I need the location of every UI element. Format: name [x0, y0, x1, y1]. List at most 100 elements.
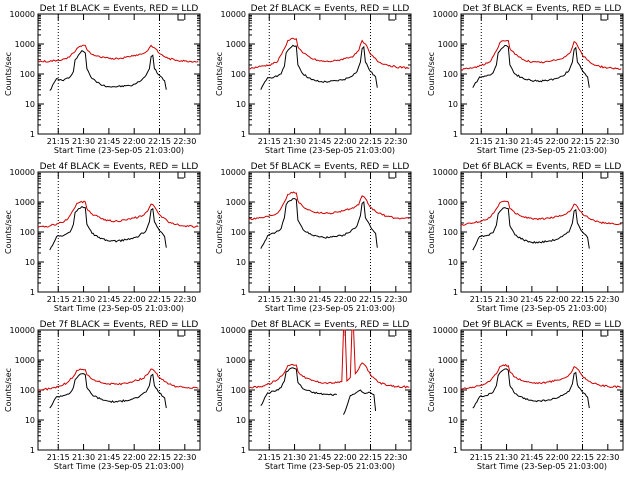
x-tick-label: 22:15 [148, 453, 171, 462]
x-tick-label: 21:30 [495, 137, 518, 146]
y-tick-label: 1 [30, 130, 35, 139]
panel-1: Det 1f BLACK = Events, RED = LLD 1 10 100 10… [4, 4, 201, 155]
x-tick-label: 21:30 [72, 453, 95, 462]
corner-marker [388, 172, 395, 179]
y-tick-label: 100 [231, 70, 246, 79]
y-axis-label: Counts/sec [427, 368, 436, 412]
y-tick-label: 10000 [433, 168, 458, 177]
panel-title: Det 7f BLACK = Events, RED = LLD [40, 320, 199, 330]
y-tick-label: 1 [30, 288, 35, 297]
panel-9: Det 9f BLACK = Events, RED = LLD 1 10 100 10… [427, 320, 624, 471]
panel-7: Det 7f BLACK = Events, RED = LLD 1 10 100 10… [4, 320, 201, 471]
x-tick-label: 22:00 [546, 137, 569, 146]
y-tick-label: 1 [453, 130, 458, 139]
x-tick-label: 22:30 [596, 137, 619, 146]
x-tick-label: 21:30 [283, 295, 306, 304]
plot-frame [248, 329, 412, 451]
plot-frame [248, 13, 412, 135]
x-tick-label: 21:45 [97, 295, 120, 304]
x-tick-label: 22:15 [571, 453, 594, 462]
y-tick-label: 100 [231, 386, 246, 395]
y-tick-label: 10 [448, 416, 458, 425]
x-tick-label: 22:30 [173, 453, 196, 462]
series-red-line [37, 200, 199, 229]
series-red-line [460, 200, 622, 226]
y-tick-label: 1000 [226, 356, 246, 365]
corner-marker [177, 172, 184, 179]
panel-title: Det 8f BLACK = Events, RED = LLD [251, 320, 410, 330]
x-tick-label: 22:00 [123, 295, 146, 304]
series-black-line [49, 205, 167, 251]
y-tick-label: 1000 [15, 40, 35, 49]
x-tick-label: 22:00 [546, 295, 569, 304]
y-axis-label: Counts/sec [4, 52, 13, 96]
series-black-line [343, 389, 377, 415]
x-tick-label: 21:45 [308, 453, 331, 462]
y-tick-label: 1000 [438, 40, 458, 49]
y-axis-label: Counts/sec [427, 52, 436, 96]
panel-8: Det 8f BLACK = Events, RED = LLD 1 10 100 10… [215, 320, 412, 471]
x-tick-label: 22:15 [359, 453, 382, 462]
x-tick-label: 22:00 [334, 137, 357, 146]
plot-frame [460, 13, 624, 135]
x-axis-label: Start Time (23-Sep-05 21:03:00) [477, 146, 607, 155]
y-tick-label: 1000 [438, 198, 458, 207]
plot-frame [460, 171, 624, 293]
y-tick-label: 10 [25, 416, 35, 425]
series-red-line [248, 37, 410, 70]
panel-3: Det 3f BLACK = Events, RED = LLD 1 10 100 10… [427, 4, 624, 155]
y-tick-label: 10000 [221, 10, 246, 19]
y-tick-label: 10000 [10, 10, 35, 19]
x-tick-label: 22:15 [359, 137, 382, 146]
y-tick-label: 10000 [221, 326, 246, 335]
plot-frame [37, 329, 201, 451]
y-tick-label: 10 [25, 258, 35, 267]
series-black-line [260, 44, 378, 90]
x-tick-label: 21:30 [495, 295, 518, 304]
x-axis-label: Start Time (23-Sep-05 21:03:00) [54, 462, 184, 471]
series-black-line [472, 207, 590, 251]
x-tick-label: 22:00 [334, 453, 357, 462]
x-axis-label: Start Time (23-Sep-05 21:03:00) [265, 462, 395, 471]
y-tick-label: 100 [443, 70, 458, 79]
y-tick-label: 10000 [10, 168, 35, 177]
x-tick-label: 21:45 [97, 137, 120, 146]
y-tick-label: 1000 [15, 356, 35, 365]
x-tick-label: 22:15 [148, 137, 171, 146]
x-tick-label: 22:30 [173, 137, 196, 146]
series-red-line [248, 191, 410, 221]
plot-frame [460, 329, 624, 451]
y-tick-label: 100 [20, 70, 35, 79]
x-tick-label: 22:15 [148, 295, 171, 304]
y-axis-label: Counts/sec [215, 368, 224, 412]
panel-title: Det 5f BLACK = Events, RED = LLD [251, 162, 410, 172]
plot-frame [248, 171, 412, 293]
x-tick-label: 21:45 [308, 137, 331, 146]
x-tick-label: 22:30 [173, 295, 196, 304]
y-tick-label: 1000 [226, 40, 246, 49]
x-tick-label: 21:30 [283, 453, 306, 462]
x-tick-label: 21:30 [495, 453, 518, 462]
x-tick-label: 21:30 [72, 295, 95, 304]
panel-title: Det 6f BLACK = Events, RED = LLD [463, 162, 622, 172]
y-tick-label: 10000 [433, 10, 458, 19]
series-black-line [260, 198, 378, 249]
corner-marker [600, 330, 607, 337]
x-axis-label: Start Time (23-Sep-05 21:03:00) [54, 304, 184, 313]
y-tick-label: 10 [236, 416, 246, 425]
y-tick-label: 100 [20, 386, 35, 395]
y-axis-label: Counts/sec [427, 210, 436, 254]
y-tick-label: 1 [241, 446, 246, 455]
x-tick-label: 22:30 [596, 453, 619, 462]
y-tick-label: 100 [231, 228, 246, 237]
y-tick-label: 10 [236, 100, 246, 109]
x-tick-label: 21:45 [520, 453, 543, 462]
y-axis-label: Counts/sec [4, 368, 13, 412]
x-tick-label: 21:30 [283, 137, 306, 146]
y-tick-label: 10 [236, 258, 246, 267]
x-tick-label: 21:15 [258, 137, 281, 146]
x-tick-label: 22:00 [123, 137, 146, 146]
panel-6: Det 6f BLACK = Events, RED = LLD 1 10 100 10… [427, 162, 624, 313]
x-tick-label: 22:30 [384, 453, 407, 462]
x-axis-label: Start Time (23-Sep-05 21:03:00) [265, 146, 395, 155]
